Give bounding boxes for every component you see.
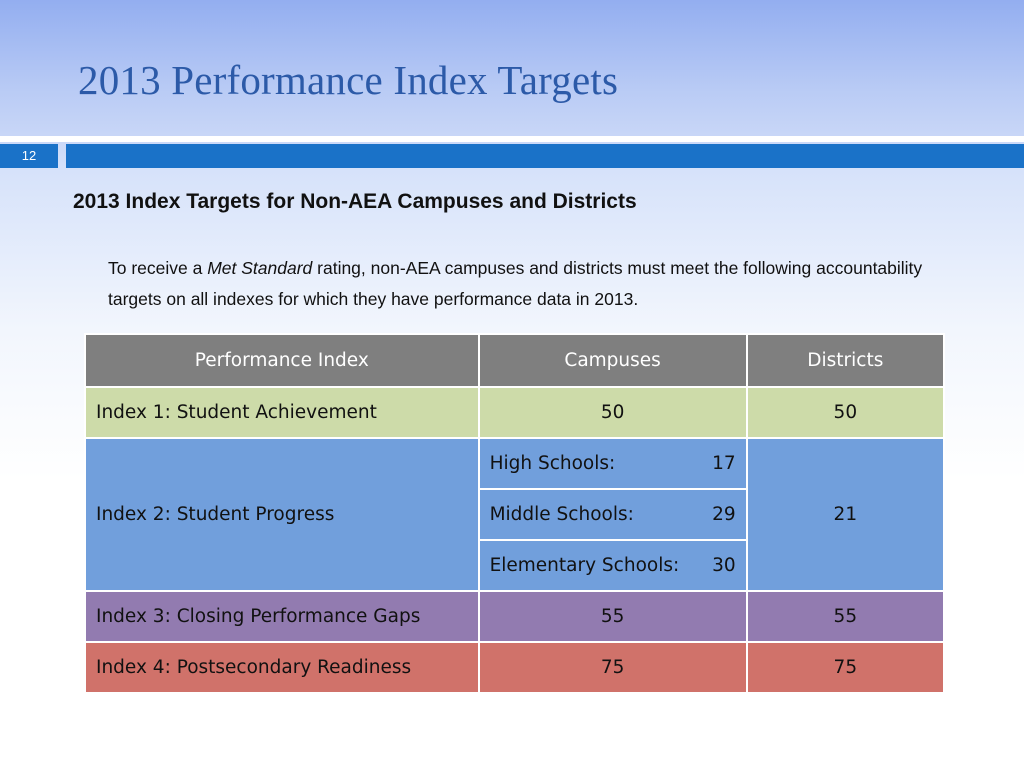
index2-campus-elementary: Elementary Schools: 30 [477, 539, 748, 592]
intro-text-after: rating, non-AEA campuses and districts m… [108, 258, 923, 309]
index3-districts: 55 [745, 590, 946, 643]
index2-label: Index 2: Student Progress [84, 437, 480, 592]
header-campuses: Campuses [477, 333, 748, 388]
page-number: 12 [0, 144, 58, 168]
high-schools-value: 17 [712, 453, 736, 474]
index4-campuses: 75 [477, 641, 748, 694]
table-row: Index 1: Student Achievement 50 50 [84, 386, 946, 439]
elementary-schools-value: 30 [712, 555, 736, 576]
index-targets-table: Performance Index Campuses Districts Ind… [84, 333, 946, 694]
accent-bar [66, 144, 1024, 168]
index2-districts: 21 [745, 437, 946, 592]
index3-campuses: 55 [477, 590, 748, 643]
header-districts: Districts [745, 333, 946, 388]
middle-schools-value: 29 [712, 504, 736, 525]
index2-campus-middle: Middle Schools: 29 [477, 488, 748, 541]
slide-title: 2013 Performance Index Targets [78, 57, 619, 103]
table-row: Index 4: Postsecondary Readiness 75 75 [84, 641, 946, 694]
title-divider [0, 136, 1024, 142]
table-row: Index 3: Closing Performance Gaps 55 55 [84, 590, 946, 643]
elementary-schools-label: Elementary Schools: [489, 555, 680, 576]
table-row: Elementary Schools: 30 [85, 539, 944, 592]
section-subtitle: 2013 Index Targets for Non-AEA Campuses … [73, 190, 637, 213]
intro-emphasis: Met Standard [207, 258, 313, 278]
index1-label: Index 1: Student Achievement [84, 386, 480, 439]
table-row: Middle Schools: 29 [85, 488, 944, 541]
index1-districts: 50 [745, 386, 946, 439]
high-schools-label: High Schools: [489, 453, 616, 474]
index3-label: Index 3: Closing Performance Gaps [84, 590, 480, 643]
index1-campuses: 50 [477, 386, 748, 439]
table-header-row: Performance Index Campuses Districts [84, 333, 946, 388]
header-performance-index: Performance Index [84, 333, 480, 388]
index4-label: Index 4: Postsecondary Readiness [84, 641, 480, 694]
table-row: Index 2: Student Progress High Schools: … [84, 437, 946, 592]
intro-text-before: To receive a [108, 258, 208, 278]
intro-paragraph: To receive a Met Standard rating, non-AE… [108, 253, 958, 315]
index4-districts: 75 [745, 641, 946, 694]
index2-campus-high: High Schools: 17 [477, 437, 748, 490]
middle-schools-label: Middle Schools: [489, 504, 634, 525]
